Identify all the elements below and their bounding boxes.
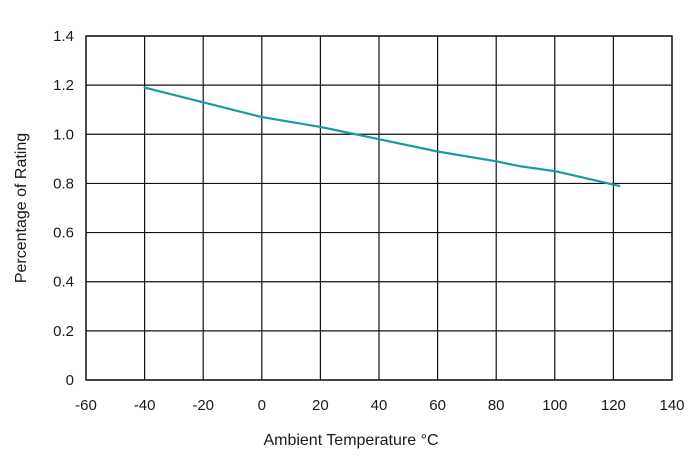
x-tick-label-6: 60 [429, 397, 446, 414]
x-tick-label-5: 40 [371, 397, 388, 414]
y-axis-title: Percentage of Rating [13, 133, 30, 283]
y-tick-label-6: 1.2 [53, 77, 74, 94]
y-tick-label-5: 1.0 [53, 126, 74, 143]
x-tick-label-1: -40 [134, 397, 156, 414]
y-tick-labels: 0 0.2 0.4 0.6 0.8 1.0 1.2 1.4 [53, 28, 74, 389]
x-tick-label-10: 140 [659, 397, 684, 414]
x-tick-label-2: -20 [192, 397, 214, 414]
y-tick-label-2: 0.4 [53, 274, 74, 291]
y-tick-label-1: 0.2 [53, 323, 74, 340]
x-tick-label-9: 120 [601, 397, 626, 414]
x-tick-label-8: 100 [542, 397, 567, 414]
plot-frame [85, 35, 673, 381]
x-tick-label-3: 0 [258, 397, 266, 414]
x-tick-label-0: -60 [75, 397, 97, 414]
y-tick-label-3: 0.6 [53, 225, 74, 242]
series-line-0 [143, 86, 621, 187]
y-tick-label-0: 0 [66, 372, 74, 389]
x-axis-title: Ambient Temperature °C [263, 432, 438, 449]
y-tick-label-4: 0.8 [53, 175, 74, 192]
x-tick-label-7: 80 [488, 397, 505, 414]
grid [85, 35, 673, 381]
x-tick-labels: -60 -40 -20 0 20 40 60 80 100 120 140 [75, 397, 684, 414]
x-tick-label-4: 20 [312, 397, 329, 414]
y-tick-label-7: 1.4 [53, 28, 74, 45]
series-layer [143, 86, 621, 187]
